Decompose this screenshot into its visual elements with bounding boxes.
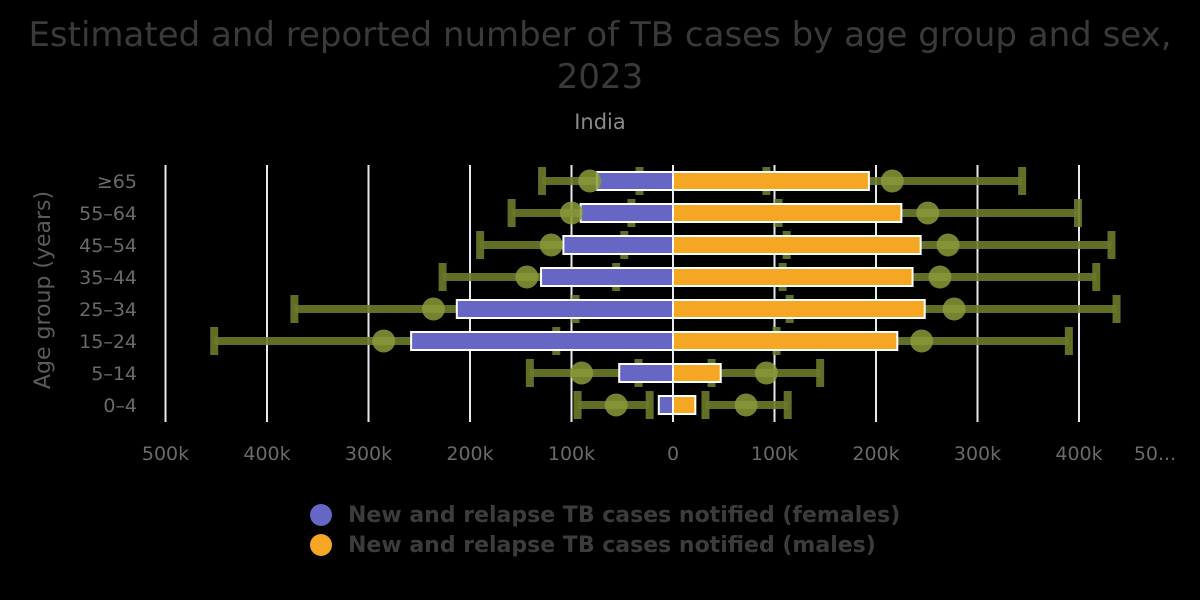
y-tick-label: ≥65 (97, 171, 137, 193)
y-tick-label: 5–14 (91, 363, 137, 385)
y-tick-label: 35–44 (79, 267, 137, 289)
estimate-points (372, 169, 966, 417)
x-tick-label: 100k (751, 443, 798, 465)
bar-females (579, 203, 675, 223)
legend-label-females: New and relapse TB cases notified (femal… (348, 502, 901, 528)
x-tick-label: 0 (667, 443, 679, 465)
x-tick-label: 500k (142, 443, 189, 465)
legend-item-females[interactable]: New and relapse TB cases notified (femal… (310, 500, 900, 530)
estimate-point (372, 329, 396, 353)
estimate-point (910, 329, 934, 353)
chart-title: Estimated and reported number of TB case… (28, 15, 1172, 97)
estimate-point (928, 265, 952, 289)
estimate-point (754, 361, 778, 385)
y-tick-label: 15–24 (79, 331, 137, 353)
x-tick-label: 400k (1055, 443, 1102, 465)
y-tick-labels: ≥65 55–64 45–54 35–44 25–34 15–24 5–14 0–4 (79, 171, 137, 417)
estimate-point (734, 393, 758, 417)
estimate-point (515, 265, 539, 289)
y-tick-label: 0–4 (103, 395, 137, 417)
x-tick-label: 200k (446, 443, 493, 465)
estimate-point (578, 169, 602, 193)
x-tick-label: 300k (345, 443, 392, 465)
estimate-point (942, 297, 966, 321)
x-tick-label: 300k (954, 443, 1001, 465)
legend-swatch-males (310, 534, 332, 556)
bar-males (672, 203, 903, 223)
chart-subtitle: India (574, 110, 626, 134)
estimate-point (880, 169, 904, 193)
y-axis-label: Age group (years) (31, 191, 56, 389)
estimate-point (916, 201, 940, 225)
bar-males (672, 331, 899, 351)
legend-item-males[interactable]: New and relapse TB cases notified (males… (310, 530, 900, 560)
estimate-point (539, 233, 563, 257)
y-tick-label: 45–54 (79, 235, 137, 257)
estimate-point (604, 393, 628, 417)
estimate-point (421, 297, 445, 321)
x-tick-labels: 500k 400k 300k 200k 100k 0 100k 200k 300k 400k 50.… (142, 443, 1176, 465)
bar-males (672, 299, 926, 319)
bar-females (618, 363, 675, 383)
bar-females (595, 171, 674, 191)
estimate-point (560, 201, 583, 225)
notified-bars (410, 171, 926, 415)
y-tick-label: 55–64 (79, 203, 137, 225)
bar-females (540, 267, 674, 287)
bar-males (672, 267, 914, 287)
bar-females (455, 299, 674, 319)
bar-males (672, 171, 870, 191)
x-tick-label: 400k (243, 443, 290, 465)
bar-females (410, 331, 674, 351)
estimate-point (936, 233, 960, 257)
legend: New and relapse TB cases notified (femal… (310, 500, 900, 560)
bar-females (657, 395, 674, 415)
bar-males (672, 395, 697, 415)
x-tick-label: 100k (548, 443, 595, 465)
legend-label-males: New and relapse TB cases notified (males… (348, 532, 876, 558)
estimate-point (570, 361, 594, 385)
legend-swatch-females (310, 504, 332, 526)
y-tick-label: 25–34 (79, 299, 137, 321)
bar-males (672, 235, 922, 255)
x-tick-label: 50... (1134, 443, 1176, 465)
bar-females (562, 235, 675, 255)
bar-males (672, 363, 722, 383)
x-tick-label: 200k (852, 443, 899, 465)
